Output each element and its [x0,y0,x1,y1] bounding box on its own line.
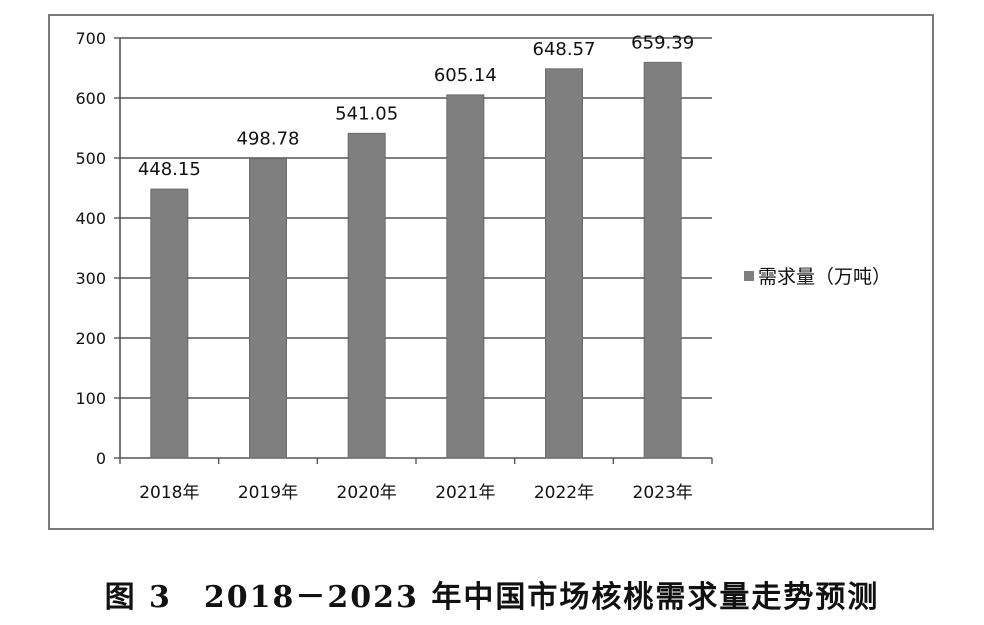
data-label: 541.05 [335,103,398,124]
x-tick-label: 2022年 [534,483,594,503]
y-tick-label: 500 [75,149,106,168]
bar [643,61,682,459]
y-tick-label: 0 [96,449,106,468]
bar [446,94,485,459]
y-tick-label: 400 [75,209,106,228]
bar [347,132,386,459]
x-tick-label: 2023年 [633,483,693,503]
x-tick-label: 2018年 [139,483,199,503]
y-tick-label: 600 [75,89,106,108]
x-tick-label: 2020年 [337,483,397,503]
y-tick-label: 700 [75,29,106,48]
legend-swatch [744,271,754,281]
bar [545,68,583,459]
data-label: 448.15 [138,159,201,180]
figure-caption: 图 3 2018－2023 年中国市场核桃需求量走势预测 [104,580,880,615]
x-tick-label: 2019年 [238,483,298,503]
x-tick-label: 2021年 [435,483,495,503]
legend-label: 需求量（万吨） [758,266,891,288]
y-tick-label: 100 [75,389,106,408]
bar [150,188,189,459]
y-tick-label: 300 [75,269,106,288]
data-label: 498.78 [237,129,300,150]
chart-frame [48,14,934,530]
bar [249,158,287,459]
y-tick-label: 200 [75,329,106,348]
bar-chart: 0 100 200 300 400 500 600 700 448.15 2018年 498.78 2… [75,29,891,503]
data-label: 648.57 [533,39,596,60]
data-label: 605.14 [434,65,497,86]
data-label: 659.39 [631,32,694,53]
